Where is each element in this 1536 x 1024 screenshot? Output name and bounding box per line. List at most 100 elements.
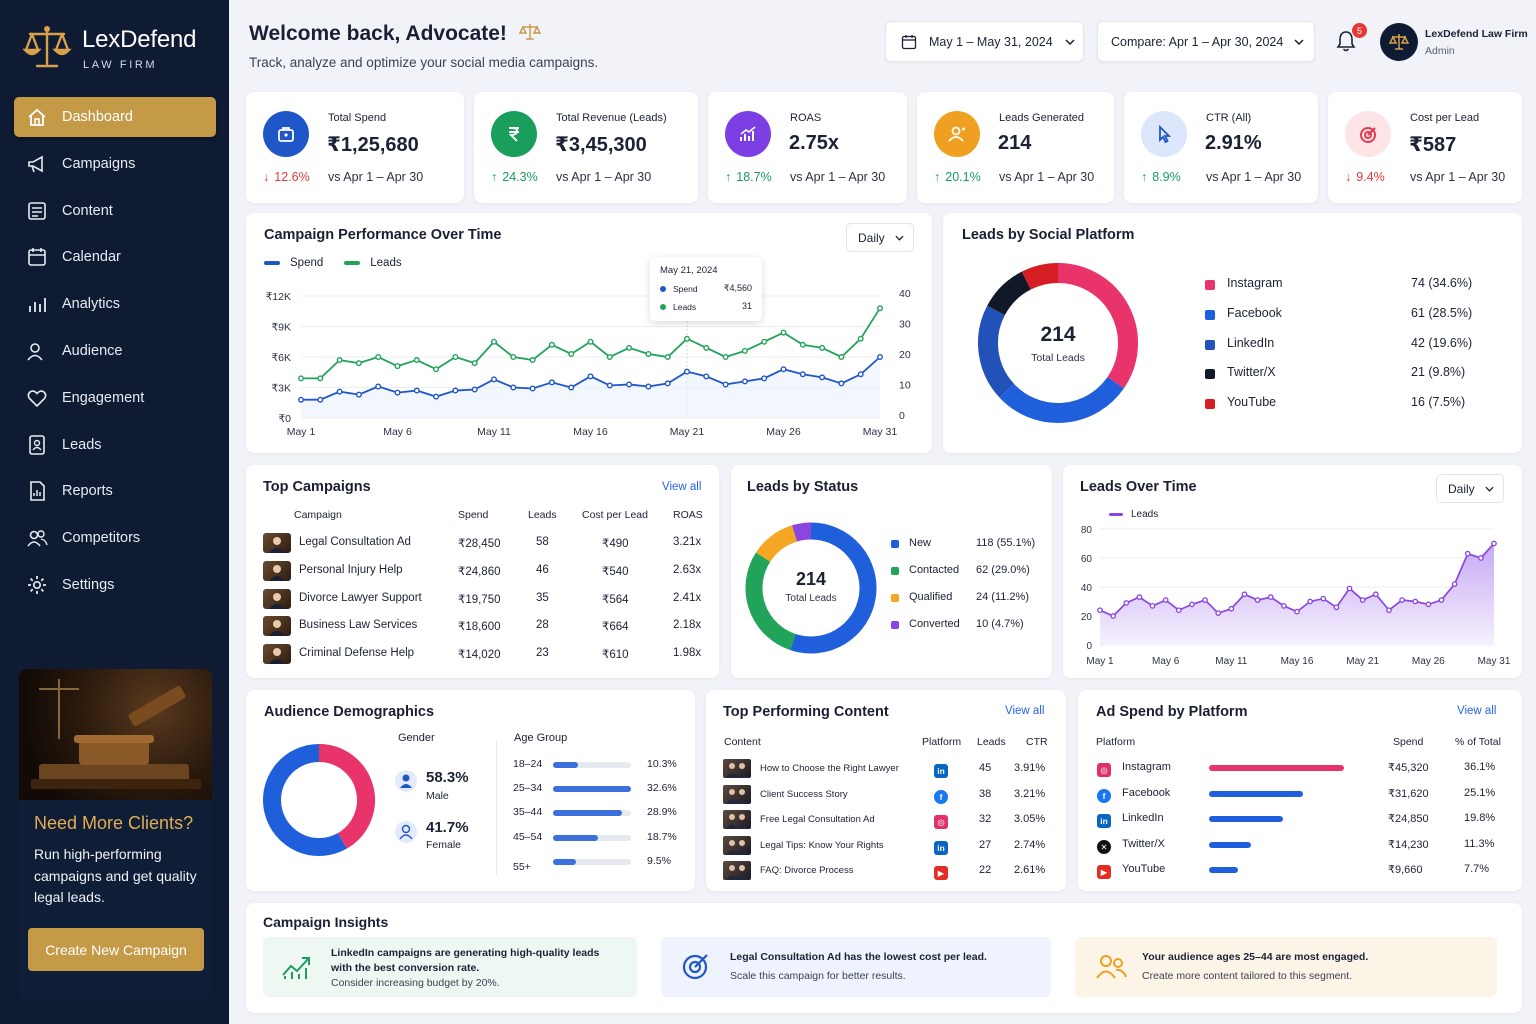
legend-swatch xyxy=(891,594,899,602)
date-range-picker[interactable]: May 1 – May 31, 2024 xyxy=(885,21,1084,62)
demographics-title: Audience Demographics xyxy=(264,704,435,720)
sidebar-item-reports[interactable]: Reports xyxy=(14,471,216,511)
legend-label: LinkedIn xyxy=(1227,335,1275,350)
spend-bar xyxy=(1209,841,1252,848)
data-point xyxy=(819,374,826,381)
sidebar-item-settings[interactable]: Settings xyxy=(14,565,216,605)
data-point xyxy=(413,387,420,394)
sidebar-item-content[interactable]: Content xyxy=(14,191,216,231)
sidebar-item-dashboard[interactable]: Dashboard xyxy=(14,97,216,137)
kpi-card-ctr-all[interactable]: CTR (All) 2.91% ↑ 8.9% vs Apr 1 – Apr 30 xyxy=(1124,92,1318,203)
data-point xyxy=(684,368,691,375)
content-thumbnail xyxy=(723,810,751,829)
data-point xyxy=(877,305,884,312)
kpi-change: ↑ 20.1% xyxy=(934,170,981,184)
table-header: Platform xyxy=(1096,736,1136,748)
legend-spend: Spend xyxy=(290,257,324,269)
kpi-value: ₹587 xyxy=(1409,134,1457,156)
x-tick-label: May 6 xyxy=(1152,656,1180,667)
platform-name: LinkedIn xyxy=(1122,812,1164,824)
leads-time-period-select[interactable]: Daily xyxy=(1436,474,1504,503)
create-campaign-button[interactable]: Create New Campaign xyxy=(28,928,204,971)
kpi-card-cost-per-lead[interactable]: Cost per Lead ₹587 ↓ 9.4% vs Apr 1 – Apr 30 xyxy=(1328,92,1522,203)
table-cell: 46 xyxy=(536,563,549,576)
brand-logo[interactable]: LexDefend LAW FIRM xyxy=(22,22,196,72)
tooltip-spend-row: Spend xyxy=(660,284,698,294)
content-platform: in xyxy=(934,761,948,779)
status-total: 214 xyxy=(795,569,827,589)
bell-icon[interactable] xyxy=(1335,29,1357,53)
chevron-down-icon xyxy=(895,235,904,241)
sidebar-item-engagement[interactable]: Engagement xyxy=(14,378,216,418)
table-header: Leads xyxy=(977,736,1006,748)
legend-value: 16 (7.5%) xyxy=(1411,395,1466,410)
data-point xyxy=(1307,598,1313,605)
data-point xyxy=(375,353,382,360)
youtube-icon: ▶ xyxy=(934,866,948,881)
kpi-card-roas[interactable]: ROAS 2.75x ↑ 18.7% vs Apr 1 – Apr 30 xyxy=(708,92,907,203)
legend-label: Twitter/X xyxy=(1227,365,1276,380)
sidebar-item-leads[interactable]: Leads xyxy=(14,425,216,465)
top-content-view-all[interactable]: View all xyxy=(1005,705,1045,717)
y-tick-label: ₹9K xyxy=(271,322,291,334)
kpi-label: CTR (All) xyxy=(1206,112,1252,124)
legend-value: 61 (28.5%) xyxy=(1411,305,1473,320)
legend-value: 118 (55.1%) xyxy=(976,537,1036,549)
leads-area xyxy=(1100,543,1494,645)
kpi-label: Cost per Lead xyxy=(1410,112,1480,124)
platform-spend: ₹31,620 xyxy=(1388,787,1429,800)
data-point xyxy=(1228,605,1235,612)
kpi-label: Leads Generated xyxy=(999,112,1085,124)
sidebar-item-calendar[interactable]: Calendar xyxy=(14,237,216,277)
top-content-title: Top Performing Content xyxy=(723,704,889,720)
kpi-card-total-spend[interactable]: Total Spend ₹1,25,680 ↓ 12.6% vs Apr 1 – Apr… xyxy=(246,92,464,203)
ad-spend-view-all[interactable]: View all xyxy=(1457,705,1497,717)
promo-title: Need More Clients? xyxy=(34,813,194,833)
performance-legend: Spend Leads xyxy=(264,257,402,269)
platform-name: YouTube xyxy=(1122,863,1166,875)
chevron-down-icon xyxy=(1294,38,1304,45)
content-platform: f xyxy=(934,787,948,805)
insight-line: Your audience ages 25–44 are most engage… xyxy=(1142,951,1369,963)
status-total-label: Total Leads xyxy=(785,593,837,604)
table-cell: 23 xyxy=(536,647,549,660)
compare-picker[interactable]: Compare: Apr 1 – Apr 30, 2024 xyxy=(1097,21,1315,62)
kpi-card-leads-generated[interactable]: Leads Generated 214 ↑ 20.1% vs Apr 1 – Apr 3… xyxy=(917,92,1114,203)
sidebar-item-competitors[interactable]: Competitors xyxy=(14,518,216,558)
home-icon xyxy=(28,108,46,126)
table-header: ROAS xyxy=(673,509,703,521)
content-thumbnail xyxy=(723,759,751,778)
report-icon xyxy=(30,481,45,502)
avatar[interactable] xyxy=(1380,23,1418,61)
data-point xyxy=(1438,597,1445,603)
data-point xyxy=(1346,585,1353,592)
data-point xyxy=(1267,594,1274,600)
data-point xyxy=(1097,607,1103,614)
content-title: Client Success Story xyxy=(760,788,848,800)
gavel-image xyxy=(19,669,212,800)
x-tick-label: May 31 xyxy=(863,426,898,438)
chart-tooltip: May 21, 2024 Spend ₹4,560 Leads 31 xyxy=(650,257,762,321)
sidebar-item-campaigns[interactable]: Campaigns xyxy=(14,144,216,184)
data-point xyxy=(1478,555,1484,561)
insight-line: Scale this campaign for better results. xyxy=(730,970,906,982)
content-platform: ◎ xyxy=(934,812,948,830)
data-point xyxy=(761,338,768,345)
sidebar-item-audience[interactable]: Audience xyxy=(14,331,216,371)
performance-period-select[interactable]: Daily xyxy=(846,223,914,252)
kpi-value: 2.75x xyxy=(789,132,840,154)
data-point xyxy=(568,384,575,391)
donut-slice xyxy=(1021,263,1059,290)
sidebar-item-analytics[interactable]: Analytics xyxy=(14,284,216,324)
top-campaigns-view-all[interactable]: View all xyxy=(662,481,702,493)
table-cell: ₹28,450 xyxy=(458,538,501,550)
table-cell: Legal Consultation Ad xyxy=(299,536,411,548)
cursor-icon xyxy=(1141,111,1187,157)
platform-share: 7.7% xyxy=(1464,863,1490,875)
donut-slice xyxy=(318,744,375,849)
kpi-card-total-revenue-leads[interactable]: Total Revenue (Leads) ₹3,45,300 ↑ 24.3% vs A… xyxy=(474,92,698,203)
insight-line: Legal Consultation Ad has the lowest cos… xyxy=(730,951,987,963)
table-cell: ₹14,020 xyxy=(458,649,501,662)
kpi-change-value: 9.4% xyxy=(1356,170,1385,184)
table-cell: 2.18x xyxy=(673,619,702,632)
